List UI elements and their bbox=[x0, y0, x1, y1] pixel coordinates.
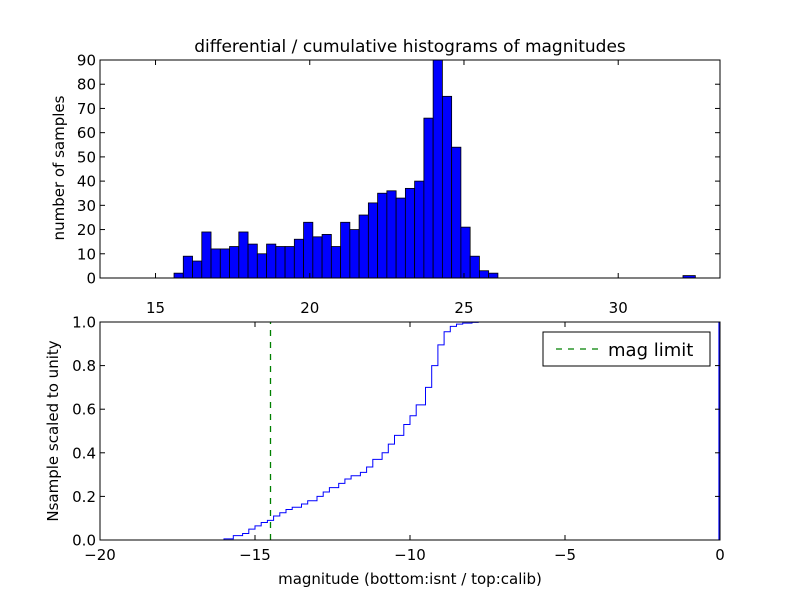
cumulative-plot-frame bbox=[99, 321, 721, 541]
histogram-title: differential / cumulative histograms of … bbox=[194, 37, 626, 57]
cumulative-series bbox=[100, 321, 720, 541]
histogram-bar bbox=[441, 95, 453, 279]
histogram-bar bbox=[210, 248, 221, 279]
histogram-bars bbox=[173, 59, 696, 279]
histogram-bar bbox=[238, 231, 249, 279]
histogram-bar bbox=[229, 246, 240, 279]
histogram-y-axis-label: number of samples bbox=[50, 95, 68, 240]
cumulative-y-tick-label: 1.0 bbox=[72, 314, 96, 332]
histogram-bar bbox=[488, 272, 499, 279]
legend-label-mag-limit: mag limit bbox=[608, 340, 693, 361]
cumulative-step-line bbox=[100, 321, 720, 541]
histogram-bar bbox=[321, 233, 332, 279]
histogram-y-tick-label: 10 bbox=[77, 245, 96, 263]
cumulative-y-tick-label: 0.6 bbox=[72, 401, 96, 419]
histogram-bar bbox=[340, 221, 351, 279]
histogram-bar bbox=[192, 260, 203, 279]
histogram-bar bbox=[469, 255, 480, 279]
histogram-bar bbox=[395, 197, 406, 279]
cumulative-y-tick-label: 0.2 bbox=[72, 488, 96, 506]
histogram-bar bbox=[349, 229, 360, 279]
histogram-ticks: 0 10 20 30 40 50 60 70 80 90 15 20 25 30 bbox=[77, 52, 720, 317]
histogram-bar bbox=[367, 202, 379, 279]
histogram-bar bbox=[479, 270, 490, 279]
histogram-x-tick-label: 15 bbox=[146, 299, 165, 317]
histogram-bar bbox=[256, 253, 267, 279]
cumulative-x-axis-label: magnitude (bottom:isnt / top:calib) bbox=[278, 570, 542, 588]
histogram-bar bbox=[386, 190, 397, 279]
histogram-y-tick-label: 0 bbox=[86, 270, 96, 288]
cumulative-x-tick-label: −15 bbox=[239, 546, 271, 564]
histogram-y-tick-label: 50 bbox=[77, 148, 96, 166]
cumulative-panel: Nsample scaled to unity magnitude (botto… bbox=[44, 314, 725, 589]
histogram-x-tick-label: 25 bbox=[454, 299, 473, 317]
histogram-bar bbox=[266, 243, 277, 279]
histogram-bar bbox=[219, 248, 230, 279]
cumulative-y-tick-label: 0.4 bbox=[72, 444, 96, 462]
histogram-bar bbox=[460, 226, 471, 279]
histogram-bar bbox=[423, 117, 434, 279]
histogram-y-tick-label: 90 bbox=[77, 52, 96, 70]
histogram-bar bbox=[358, 214, 369, 279]
cumulative-x-tick-label: −5 bbox=[554, 546, 576, 564]
histogram-x-tick-label: 30 bbox=[609, 299, 628, 317]
histogram-x-tick-label: 20 bbox=[300, 299, 319, 317]
histogram-bar bbox=[414, 180, 425, 279]
cumulative-ticks: 0.0 0.2 0.4 0.6 0.8 1.0 −20 −15 −10 −5 0 bbox=[72, 314, 725, 565]
histogram-y-tick-label: 20 bbox=[77, 221, 96, 239]
histogram-bar bbox=[284, 246, 295, 279]
histogram-panel: differential / cumulative histograms of … bbox=[50, 37, 721, 317]
histogram-bar bbox=[330, 246, 341, 279]
histogram-bar bbox=[404, 187, 416, 279]
cumulative-y-axis-label: Nsample scaled to unity bbox=[44, 340, 62, 521]
legend: mag limit bbox=[542, 331, 711, 367]
cumulative-x-tick-label: −10 bbox=[394, 546, 426, 564]
histogram-y-tick-label: 70 bbox=[77, 100, 96, 118]
histogram-bar bbox=[312, 236, 323, 279]
histogram-bar bbox=[182, 255, 193, 279]
histogram-bar bbox=[303, 221, 314, 279]
histogram-bar bbox=[451, 146, 462, 279]
histogram-y-tick-label: 30 bbox=[77, 197, 96, 215]
histogram-bar bbox=[275, 246, 286, 279]
histogram-plot-frame bbox=[99, 59, 721, 279]
histogram-bar bbox=[247, 243, 258, 279]
cumulative-x-tick-label: 0 bbox=[715, 546, 725, 564]
histogram-bar bbox=[201, 231, 212, 279]
histogram-y-tick-label: 80 bbox=[77, 76, 96, 94]
histogram-bar bbox=[173, 272, 184, 279]
histogram-bar bbox=[377, 192, 388, 279]
histogram-bar bbox=[293, 238, 304, 279]
cumulative-y-tick-label: 0.0 bbox=[72, 532, 96, 550]
histogram-y-tick-label: 40 bbox=[77, 173, 96, 191]
histogram-y-tick-label: 60 bbox=[77, 124, 96, 142]
histogram-bar bbox=[432, 59, 443, 279]
cumulative-y-tick-label: 0.8 bbox=[72, 357, 96, 375]
cumulative-x-tick-label: −20 bbox=[84, 546, 116, 564]
